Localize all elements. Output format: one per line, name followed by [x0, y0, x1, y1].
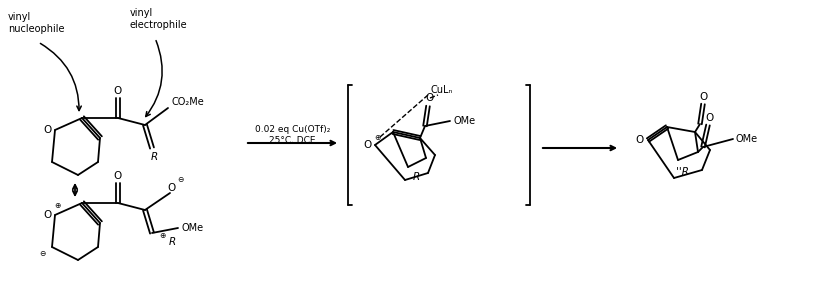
Text: O: O	[636, 135, 644, 145]
Text: ⊕: ⊕	[54, 201, 60, 210]
Text: OMe: OMe	[736, 134, 759, 144]
Text: R: R	[168, 237, 176, 247]
Text: O: O	[363, 140, 371, 150]
Text: vinyl
electrophile: vinyl electrophile	[130, 8, 187, 30]
Text: OMe: OMe	[453, 116, 475, 126]
Text: O: O	[705, 113, 713, 123]
Text: O: O	[168, 183, 176, 193]
Text: CuLₙ: CuLₙ	[431, 85, 454, 95]
Text: O: O	[114, 86, 122, 96]
Text: CO₂Me: CO₂Me	[171, 97, 204, 107]
Text: O: O	[44, 125, 52, 135]
Text: ⊖: ⊖	[39, 249, 45, 258]
Text: OMe: OMe	[181, 223, 203, 233]
Text: ⊕: ⊕	[374, 132, 381, 141]
Text: 0.02 eq Cu(OTf)₂: 0.02 eq Cu(OTf)₂	[255, 125, 330, 134]
Text: O: O	[700, 92, 708, 102]
Text: O: O	[425, 93, 433, 103]
Text: ⊕: ⊕	[159, 232, 165, 240]
Text: 25°C, DCE: 25°C, DCE	[270, 136, 316, 145]
Text: R: R	[150, 152, 158, 162]
Text: ''R: ''R	[676, 167, 689, 177]
Text: ⊖: ⊖	[176, 175, 183, 184]
Text: O: O	[114, 171, 122, 181]
Text: R: R	[412, 172, 420, 182]
Text: O: O	[44, 210, 52, 220]
Text: vinyl
nucleophile: vinyl nucleophile	[8, 12, 65, 33]
